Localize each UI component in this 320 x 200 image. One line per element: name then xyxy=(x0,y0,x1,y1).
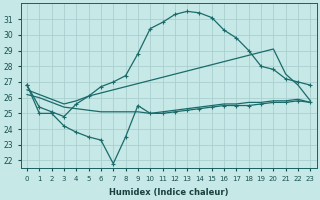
X-axis label: Humidex (Indice chaleur): Humidex (Indice chaleur) xyxy=(109,188,228,197)
